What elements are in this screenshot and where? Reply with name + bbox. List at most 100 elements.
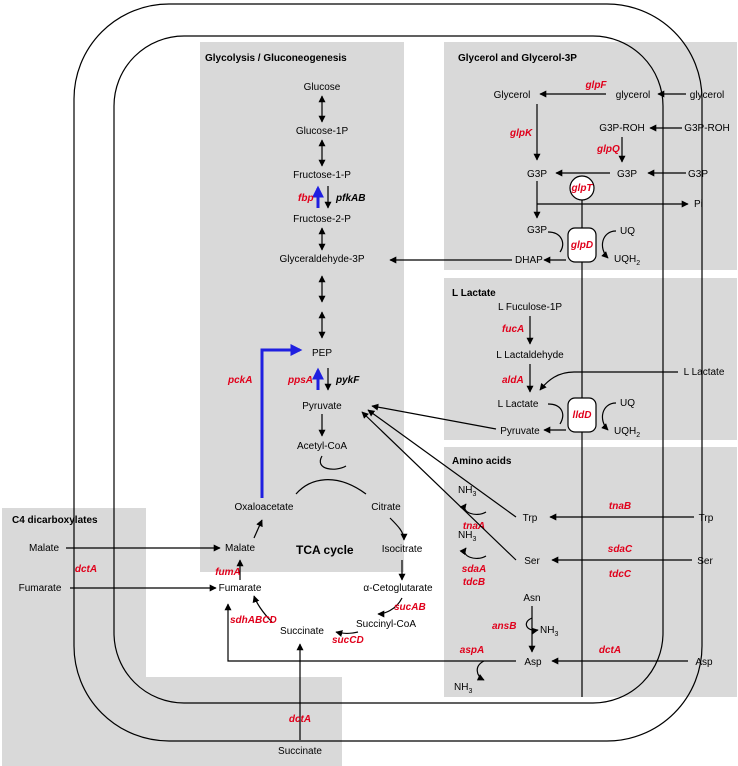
glycerol-in-label: Glycerol (494, 90, 531, 101)
glpd-gene: glpD (570, 240, 593, 251)
ser-out-label: Ser (697, 556, 713, 567)
dcta-succ-gene: dctA (289, 714, 311, 725)
g3proh-out-label: G3P-ROH (684, 123, 730, 134)
sucab-gene: sucAB (394, 602, 426, 613)
pyruvate-lldd-label: Pyruvate (500, 426, 540, 437)
fructose1p-label: Fructose-1-P (293, 170, 351, 181)
trp-to-pyruvate-arrow (367, 409, 517, 518)
pep-label: PEP (312, 348, 332, 359)
amino-acids-panel (444, 447, 737, 697)
pcka-arrow (260, 344, 303, 498)
malate-to-oaa-arrow (253, 519, 263, 539)
pfkab-gene: pfkAB (335, 193, 365, 204)
succinylcoa-label: Succinyl-CoA (356, 619, 416, 630)
tdcc-gene: tdcC (609, 569, 632, 580)
lactaldehyde-label: L Lactaldehyde (496, 350, 564, 361)
g3p-low-label: G3P (527, 225, 547, 236)
tca-cycle-title: TCA cycle (296, 543, 354, 557)
glpq-gene: glpQ (596, 144, 620, 155)
acetylcoa-curl (319, 455, 347, 470)
succinylcoa-to-succinate-arrow (335, 630, 359, 637)
tnaa-curve (459, 503, 487, 516)
citrate-synthase-curve (295, 479, 367, 495)
dcta-c4-gene: dctA (75, 564, 97, 575)
aspa-to-fumarate-arrow (224, 603, 516, 662)
aspa-gene: aspA (460, 645, 484, 656)
glycolysis-title: Glycolysis / Gluconeogenesis (205, 53, 347, 64)
sdac-gene: sdaC (608, 544, 633, 555)
glpd-input-curve (547, 231, 564, 253)
dhap-label: DHAP (515, 255, 543, 266)
c4-title: C4 dicarboxylates (12, 515, 98, 526)
g3p-left-label: G3P (527, 169, 547, 180)
glpf-gene: glpF (584, 80, 607, 91)
glycerol-mid-label: glycerol (616, 90, 650, 101)
inner-membrane (113, 35, 664, 704)
succd-gene: sucCD (332, 635, 364, 646)
llactate-import-arrow (539, 371, 678, 391)
tnab-gene: tnaB (609, 501, 631, 512)
uq-1-label: UQ (620, 226, 635, 237)
malate-out-label: Malate (29, 543, 59, 554)
malate-label: Malate (225, 543, 255, 554)
fumarate-label: Fumarate (219, 583, 262, 594)
oxaloacetate-label: Oxaloacetate (235, 502, 294, 513)
fbp-gene: fbp (298, 193, 314, 204)
trp-out-label: Trp (699, 513, 714, 524)
nh3-asn-label: NH3 (540, 625, 558, 638)
outer-membrane (73, 3, 703, 742)
citrate-to-isocitrate-arrow (389, 517, 408, 541)
tdcb-gene: tdcB (463, 577, 485, 588)
uqh-2-label: UQH2 (614, 426, 640, 439)
pi-label: Pi (694, 199, 703, 210)
pcka-gene: pckA (227, 375, 252, 386)
llactate-in-label: L Lactate (498, 399, 539, 410)
glucose1p-label: Glucose-1P (296, 126, 349, 137)
aspa-nh3-curve (476, 660, 485, 681)
akg-to-succinylcoa-arrow (377, 597, 403, 618)
glycolysis-panel (200, 42, 404, 572)
citrate-label: Citrate (371, 502, 401, 513)
sdaa-curve (459, 547, 487, 560)
fuculose-label: L Fuculose-1P (498, 302, 562, 313)
c4-dicarboxylates-panel (2, 508, 342, 766)
trp-in-label: Trp (523, 513, 538, 524)
uqh-1-label: UQH2 (614, 254, 640, 267)
g3p-mid-label: G3P (617, 169, 637, 180)
g3p-out-label: G3P (688, 169, 708, 180)
fumarate-out-label: Fumarate (19, 583, 62, 594)
g3proh-mid-label: G3P-ROH (599, 123, 645, 134)
nh3-asp-label: NH3 (454, 682, 472, 695)
pykf-gene: pykF (335, 375, 360, 386)
glpk-gene: glpK (509, 128, 533, 139)
ser-in-label: Ser (524, 556, 540, 567)
asp-in-label: Asp (524, 657, 542, 668)
glycerol-out-label: glycerol (690, 90, 724, 101)
uq-1-reduction-curve (601, 230, 617, 259)
alda-gene: aldA (502, 375, 524, 386)
succinate-to-fumarate-arrow (252, 595, 273, 623)
amino-acids-title: Amino acids (452, 456, 512, 467)
ser-to-pyruvate-arrow (361, 411, 517, 561)
lldd-pyruvate-to-pyruvate-arrow (371, 403, 497, 430)
sdhabcd-gene: sdhABCD (230, 615, 277, 626)
fuma-gene: fumA (215, 567, 241, 578)
fuca-gene: fucA (502, 324, 524, 335)
ketoglutarate-label: α-Cetoglutarate (363, 583, 433, 594)
uq-2-reduction-curve (601, 402, 617, 431)
lldd-input-curve (547, 403, 564, 425)
llactate-out-label: L Lactate (684, 367, 725, 378)
glpt-gene: glpT (570, 183, 593, 194)
glucose-label: Glucose (304, 82, 341, 93)
fructose2p-label: Fructose-2-P (293, 214, 351, 225)
nh3-trp-label: NH3 (458, 485, 476, 498)
glycerol-title: Glycerol and Glycerol-3P (458, 53, 577, 64)
gap-label: Glyceraldehyde-3P (279, 254, 364, 265)
lldd-gene: lldD (573, 410, 592, 421)
sdaa-gene: sdaA (462, 564, 486, 575)
pyruvate-label: Pyruvate (302, 401, 342, 412)
lactate-title: L Lactate (452, 288, 496, 299)
ansb-nh3-curve (525, 617, 539, 635)
ansb-gene: ansB (492, 621, 516, 632)
